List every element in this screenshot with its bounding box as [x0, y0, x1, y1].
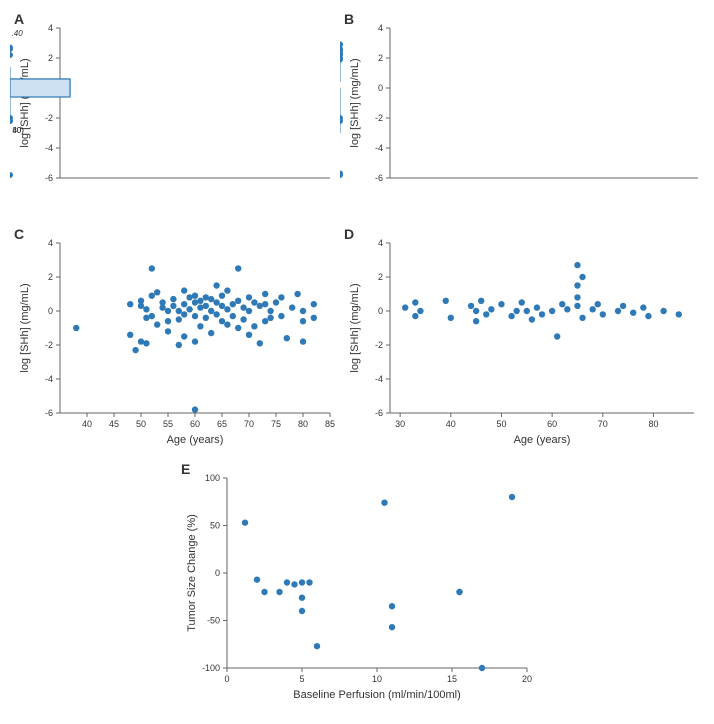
svg-text:B: B [344, 11, 354, 27]
svg-text:-2: -2 [45, 113, 53, 123]
svg-text:Cancer Patients: Cancer Patients [10, 10, 43, 12]
panel-a: -6-4-2024log [SHh] (mg/mL)ANormal Contro… [10, 10, 340, 220]
svg-text:-6: -6 [45, 173, 53, 183]
svg-text:80: 80 [648, 419, 658, 429]
svg-text:2: 2 [378, 53, 383, 63]
svg-text:0: 0 [48, 306, 53, 316]
svg-text:50: 50 [210, 521, 220, 531]
svg-text:-6: -6 [375, 408, 383, 418]
svg-text:-4: -4 [375, 374, 383, 384]
svg-text:Age (years): Age (years) [514, 434, 571, 446]
svg-text:-50: -50 [207, 616, 220, 626]
panel-b: -6-4-2024log [SHh] (mg/mL)BGPGVGPGVGPGVG… [340, 10, 704, 220]
svg-text:20: 20 [522, 674, 532, 684]
svg-text:30: 30 [395, 419, 405, 429]
svg-text:Tumor Size Change (%): Tumor Size Change (%) [186, 514, 198, 632]
svg-text:-6: -6 [45, 408, 53, 418]
svg-text:D: D [344, 226, 354, 242]
svg-text:50: 50 [136, 419, 146, 429]
svg-text:C: C [14, 226, 24, 242]
svg-text:75: 75 [271, 419, 281, 429]
svg-text:-2: -2 [375, 113, 383, 123]
svg-text:10: 10 [372, 674, 382, 684]
svg-text:A: A [14, 11, 24, 27]
panel-c: -6 -4 -2 0 2 4 40 45 50 55 60 65 70 75 80 85 log [SHh] (… [10, 225, 340, 455]
svg-text:-2: -2 [45, 340, 53, 350]
svg-text:100: 100 [205, 473, 220, 483]
svg-text:0: 0 [224, 674, 229, 684]
svg-text:45: 45 [109, 419, 119, 429]
svg-text:70: 70 [598, 419, 608, 429]
svg-text:0: 0 [215, 568, 220, 578]
svg-text:Tx*Cycle: P = .44: Tx*Cycle: P = .44 [340, 146, 341, 155]
svg-text:4: 4 [378, 238, 383, 248]
svg-text:-100: -100 [202, 663, 220, 673]
panel-d: -6 -4 -2 0 2 4 30 40 50 60 70 80 log [SHh] (mg/mL) Ag… [340, 225, 704, 455]
svg-text:log [SHh] (mg/mL): log [SHh] (mg/mL) [349, 283, 361, 372]
svg-text:log [SHh] (mg/mL): log [SHh] (mg/mL) [19, 283, 31, 372]
svg-text:-2: -2 [375, 340, 383, 350]
svg-text:80: 80 [298, 419, 308, 429]
panel-e: -100 -50 0 50 100 0 5 10 15 20 Tumor Size Change (… [177, 460, 537, 710]
svg-text:15: 15 [447, 674, 457, 684]
svg-text:(n = 80): (n = 80) [10, 126, 24, 135]
svg-text:40: 40 [82, 419, 92, 429]
svg-text:65: 65 [217, 419, 227, 429]
svg-text:40: 40 [446, 419, 456, 429]
svg-text:0: 0 [378, 83, 383, 93]
svg-text:50: 50 [496, 419, 506, 429]
svg-text:-4: -4 [45, 374, 53, 384]
svg-text:4: 4 [378, 23, 383, 33]
svg-text:70: 70 [244, 419, 254, 429]
svg-text:E: E [181, 461, 190, 477]
svg-text:Cycle: P = .087: Cycle: P = .087 [340, 136, 341, 145]
svg-text:-4: -4 [375, 143, 383, 153]
svg-text:2: 2 [378, 272, 383, 282]
figure: -6-4-2024log [SHh] (mg/mL)ANormal Contro… [10, 10, 704, 714]
svg-text:4: 4 [48, 238, 53, 248]
svg-text:-4: -4 [45, 143, 53, 153]
svg-text:2: 2 [48, 272, 53, 282]
svg-text:log [SHh] (mg/mL): log [SHh] (mg/mL) [349, 58, 361, 147]
svg-text:7/8: 7/8 [340, 10, 346, 12]
svg-text:2: 2 [48, 53, 53, 63]
svg-text:-6: -6 [375, 173, 383, 183]
svg-text:Age (years): Age (years) [167, 434, 224, 446]
svg-text:P = .40: P = .40 [10, 29, 23, 38]
svg-text:60: 60 [190, 419, 200, 429]
svg-text:5: 5 [299, 674, 304, 684]
svg-text:Baseline Perfusion (ml/min/100: Baseline Perfusion (ml/min/100ml) [293, 689, 461, 701]
svg-text:60: 60 [547, 419, 557, 429]
svg-text:0: 0 [378, 306, 383, 316]
svg-text:55: 55 [163, 419, 173, 429]
svg-text:85: 85 [325, 419, 335, 429]
svg-text:4: 4 [48, 23, 53, 33]
